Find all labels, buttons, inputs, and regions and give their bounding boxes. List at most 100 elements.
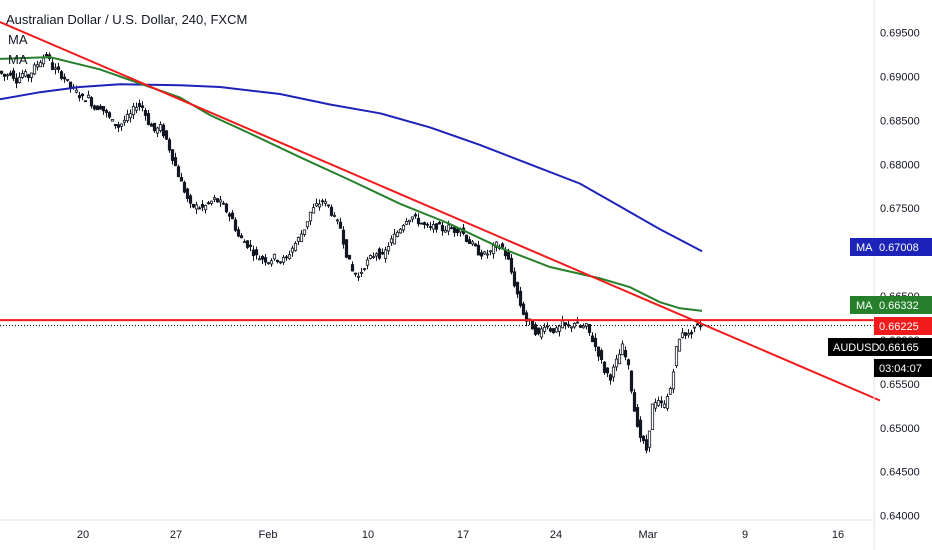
candle-body xyxy=(647,430,652,448)
candle-body xyxy=(278,261,283,264)
candle-body xyxy=(281,256,286,263)
candle-body xyxy=(686,332,691,336)
candle-body xyxy=(521,303,526,315)
candle-body xyxy=(374,253,379,257)
candle-body xyxy=(545,325,550,328)
candle-body xyxy=(218,199,223,203)
candle-body xyxy=(38,62,43,68)
candle-body xyxy=(59,71,64,79)
candle-body xyxy=(356,275,361,278)
candle-body xyxy=(491,245,496,255)
candle-body xyxy=(308,211,313,222)
ma-slow-badge-label: MA xyxy=(856,242,873,254)
candle-body xyxy=(683,332,688,336)
candle-body xyxy=(311,207,316,214)
candle-body xyxy=(185,188,190,199)
time-tick-label: 20 xyxy=(77,529,89,541)
candle-body xyxy=(221,202,226,205)
candle-body xyxy=(419,222,424,225)
candle-body xyxy=(389,238,394,244)
candle-body xyxy=(92,105,97,110)
candle-body xyxy=(143,109,148,116)
candle-body xyxy=(626,359,631,366)
candle-body xyxy=(197,207,202,210)
candle-body xyxy=(665,396,670,409)
candle-body xyxy=(698,325,703,328)
candle-body xyxy=(260,256,265,260)
candle-body xyxy=(485,253,490,256)
candle-body xyxy=(290,247,295,253)
time-axis[interactable]: 20 27 Feb 10 17 24 Mar 9 16 xyxy=(77,529,844,541)
time-tick-label: 16 xyxy=(832,529,844,541)
candle-body xyxy=(212,197,217,200)
candle-body xyxy=(131,105,136,116)
candle-body xyxy=(398,228,403,234)
ma-fast-badge: MA 0.66332 xyxy=(850,296,932,314)
candle-body xyxy=(284,256,289,259)
candle-body xyxy=(548,328,553,332)
candle-body xyxy=(674,346,679,367)
candle-body xyxy=(173,157,178,167)
candle-body xyxy=(359,271,364,274)
candle-body xyxy=(443,230,448,233)
candle-body xyxy=(449,227,454,230)
countdown-badge: 03:04:07 xyxy=(874,359,932,377)
price-tick-label: 0.64500 xyxy=(880,467,920,479)
candle-body xyxy=(182,182,187,193)
candle-body xyxy=(296,237,301,242)
candle-body xyxy=(8,72,13,76)
candle-body xyxy=(17,76,22,83)
price-badges: MA 0.67008 MA 0.66332 0.66225 AUDUSD 0.6… xyxy=(828,238,932,377)
price-axis[interactable]: 0.69500 0.69000 0.68500 0.68000 0.67500 0.670… xyxy=(880,28,920,523)
candles xyxy=(0,52,703,454)
candle-body xyxy=(164,130,169,140)
candle-body xyxy=(500,243,505,248)
ma-slow-badge-value: 0.67008 xyxy=(879,242,919,254)
candle-body xyxy=(86,94,91,99)
candle-body xyxy=(74,89,79,93)
candle-body xyxy=(335,219,340,222)
candle-body xyxy=(170,149,175,161)
ma-fast-line xyxy=(0,56,703,312)
candle-body xyxy=(11,70,16,79)
candle-body xyxy=(5,74,10,77)
candle-body xyxy=(488,250,493,253)
candle-body xyxy=(539,328,544,338)
candle-body xyxy=(425,223,430,226)
candle-body xyxy=(101,106,106,112)
ma-legend-1[interactable]: MA xyxy=(8,32,28,47)
candle-body xyxy=(62,76,67,80)
candle-body xyxy=(506,251,511,260)
candle-body xyxy=(644,439,649,451)
candle-body xyxy=(257,258,262,261)
trend-line[interactable] xyxy=(0,21,881,402)
candle-body xyxy=(689,331,694,335)
candle-body xyxy=(116,124,121,128)
candle-body xyxy=(23,71,28,77)
candle-body xyxy=(53,67,58,70)
candle-body xyxy=(188,195,193,204)
candle-body xyxy=(575,321,580,324)
candle-body xyxy=(593,337,598,347)
candle-body xyxy=(56,66,61,70)
candle-body xyxy=(470,241,475,245)
candle-body xyxy=(635,407,640,427)
candle-body xyxy=(650,403,655,430)
candle-body xyxy=(227,213,232,217)
candle-body xyxy=(326,204,331,207)
countdown-text: 03:04:07 xyxy=(879,363,922,375)
candle-body xyxy=(191,203,196,208)
candle-body xyxy=(194,204,199,210)
candle-body xyxy=(515,281,520,295)
candle-body xyxy=(431,224,436,230)
price-tick-label: 0.65500 xyxy=(880,379,920,391)
candle-body xyxy=(41,57,46,65)
ma-legend-2[interactable]: MA xyxy=(8,52,28,67)
candle-body xyxy=(125,114,130,122)
price-tick-label: 0.69500 xyxy=(880,28,920,40)
candle-body xyxy=(587,324,592,334)
candle-body xyxy=(623,350,628,358)
candle-body xyxy=(596,346,601,357)
candle-body xyxy=(251,249,256,256)
